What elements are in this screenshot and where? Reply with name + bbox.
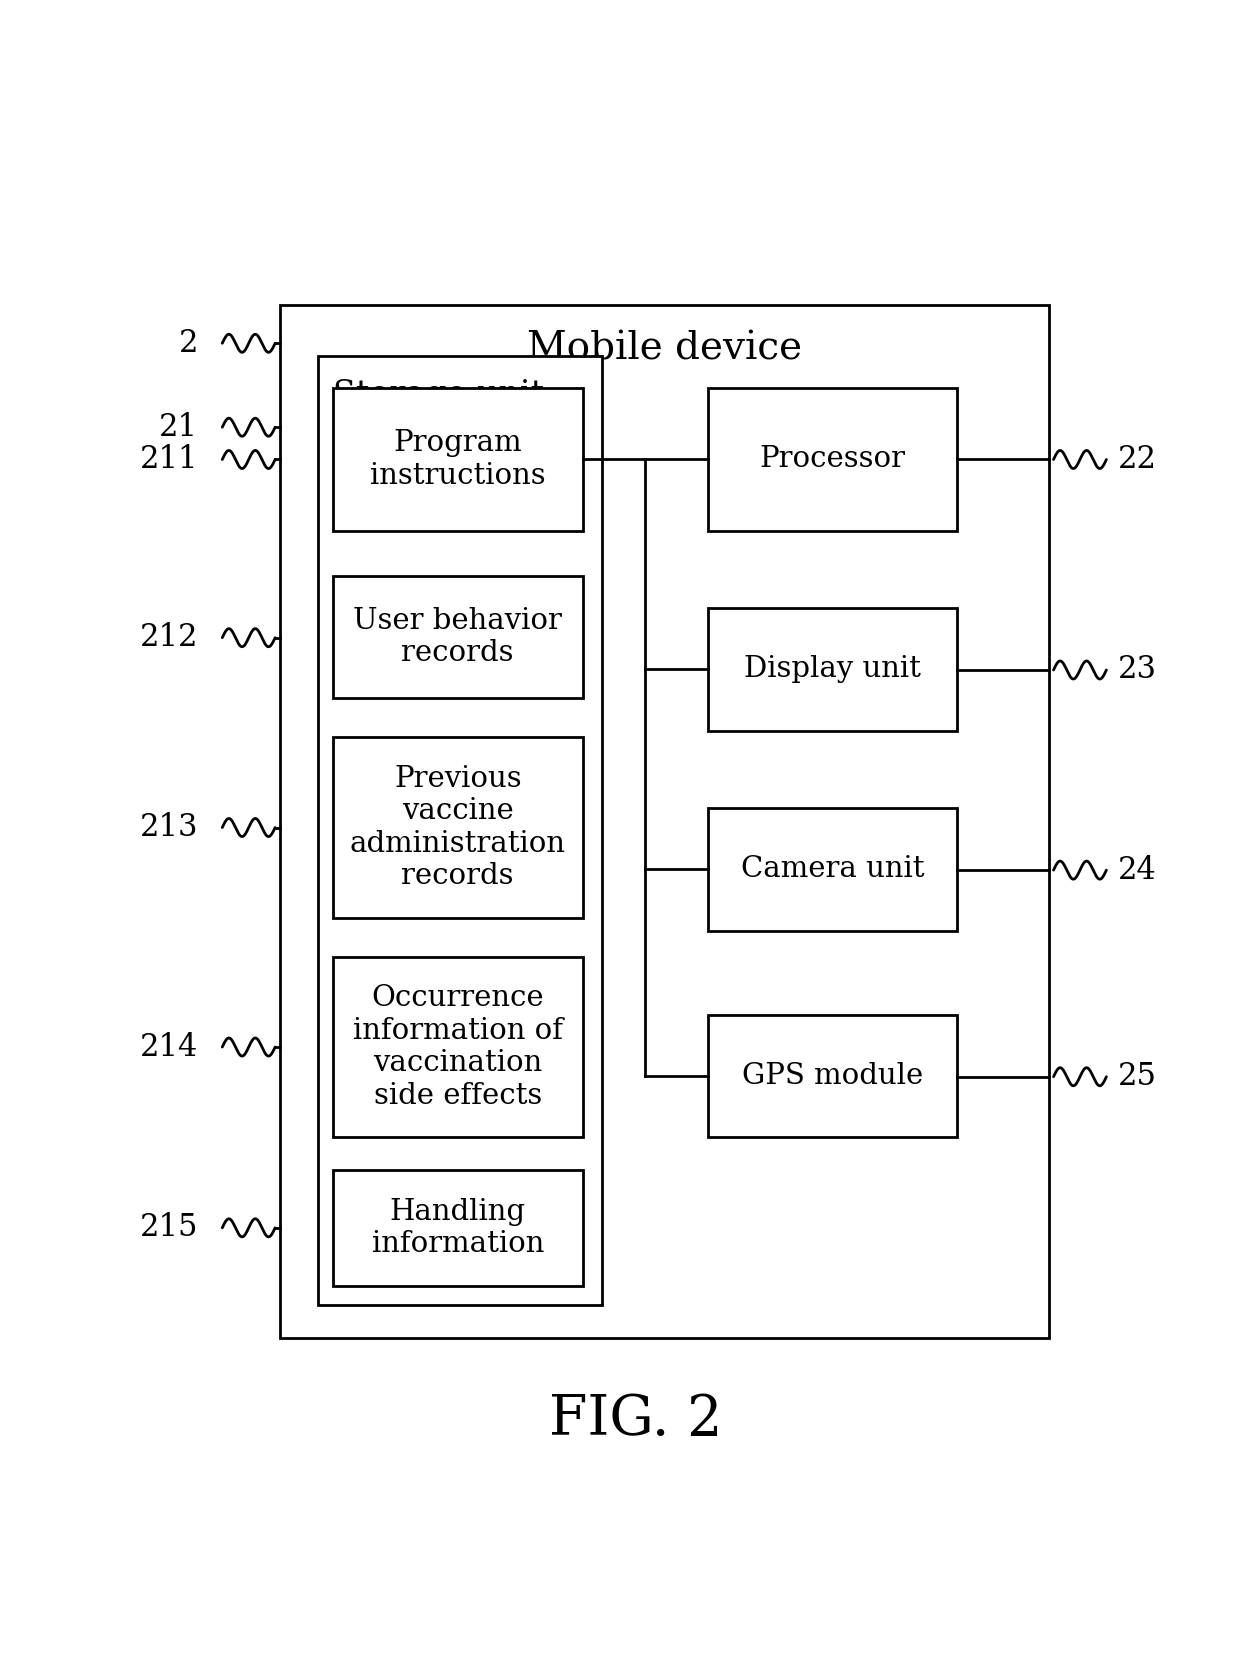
Text: 212: 212 — [140, 622, 198, 654]
Text: User behavior
records: User behavior records — [353, 607, 562, 667]
Bar — [708, 609, 957, 731]
Text: 215: 215 — [140, 1212, 198, 1243]
Bar — [332, 956, 583, 1137]
Text: 22: 22 — [1118, 444, 1157, 475]
Text: 24: 24 — [1118, 855, 1157, 885]
Text: FIG. 2: FIG. 2 — [549, 1392, 722, 1447]
Bar — [280, 305, 1049, 1338]
Bar — [708, 389, 957, 530]
Bar — [708, 1015, 957, 1137]
Bar — [332, 575, 583, 698]
Text: Mobile device: Mobile device — [527, 330, 802, 367]
Text: Handling
information: Handling information — [372, 1197, 544, 1258]
Text: 211: 211 — [140, 444, 198, 475]
Text: Processor: Processor — [760, 446, 905, 473]
Text: Program
instructions: Program instructions — [370, 429, 546, 490]
Text: Display unit: Display unit — [744, 656, 921, 683]
Text: Storage unit: Storage unit — [332, 379, 544, 411]
Bar — [332, 1171, 583, 1286]
Text: GPS module: GPS module — [742, 1062, 923, 1090]
Text: 25: 25 — [1118, 1062, 1157, 1092]
Text: 213: 213 — [140, 812, 198, 844]
Text: 21: 21 — [159, 413, 198, 443]
Bar — [332, 389, 583, 530]
Bar — [708, 808, 957, 931]
Bar — [319, 356, 601, 1305]
Bar — [332, 738, 583, 917]
Text: Previous
vaccine
administration
records: Previous vaccine administration records — [350, 765, 565, 890]
Text: 23: 23 — [1118, 654, 1157, 686]
Text: 214: 214 — [140, 1031, 198, 1063]
Text: 2: 2 — [179, 327, 198, 359]
Text: Occurrence
information of
vaccination
side effects: Occurrence information of vaccination si… — [352, 984, 563, 1110]
Text: Camera unit: Camera unit — [740, 855, 924, 884]
